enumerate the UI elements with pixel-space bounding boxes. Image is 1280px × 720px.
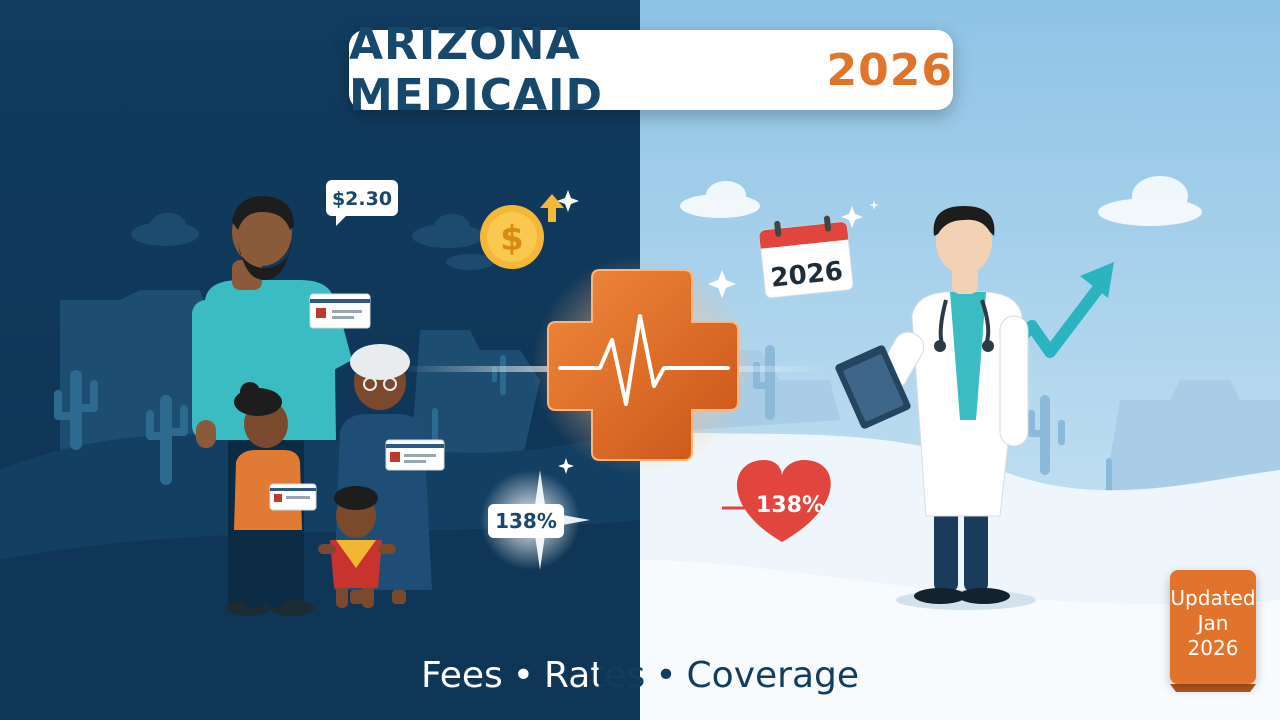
medical-cross-icon — [547, 269, 739, 461]
badge-line-3: 2026 — [1187, 636, 1239, 660]
percent-label-left: 138% — [495, 509, 557, 533]
badge-line-1: Updated — [1170, 586, 1256, 610]
percent-bubble-left — [488, 504, 564, 538]
sparkle-icon — [557, 190, 879, 474]
title-main: ARIZONA MEDICAID — [349, 19, 603, 121]
heartbeat-icon — [558, 314, 730, 406]
updated-badge: Updated Jan 2026 — [1170, 570, 1256, 684]
family-illustration — [192, 196, 445, 616]
tagline-separator: • — [512, 654, 534, 696]
badge-fold — [1170, 684, 1256, 692]
tagline-separator: • — [655, 654, 677, 696]
medicaid-card — [309, 293, 371, 329]
heart-ecg-line — [722, 492, 770, 518]
tagline-coverage: Coverage — [686, 654, 860, 696]
price-label: $2.30 — [332, 188, 392, 210]
medicaid-card — [385, 439, 445, 471]
dollar-coin-icon: $ — [480, 205, 544, 269]
title-banner: ARIZONA MEDICAID 2026 — [349, 19, 953, 121]
cactus-icon — [54, 355, 506, 485]
title-year: 2026 — [826, 44, 953, 96]
cactus-icon — [753, 345, 1112, 498]
badge-line-2: Jan — [1197, 611, 1229, 635]
svg-text:$: $ — [500, 219, 524, 259]
tagline-rates: Rates — [544, 654, 646, 696]
percent-label-right: 138% — [756, 493, 824, 518]
clipboard-icon — [835, 345, 911, 429]
tagline-fees: Fees — [420, 654, 503, 696]
medicaid-card — [269, 483, 317, 511]
price-bubble — [326, 180, 398, 226]
calendar-icon — [758, 215, 854, 299]
cloud-icon — [131, 213, 494, 270]
tagline: Fees • Rates • Coverage — [421, 650, 859, 700]
cloud-icon — [680, 176, 1202, 226]
doctor-illustration — [835, 206, 1036, 610]
heart-icon — [736, 460, 831, 542]
